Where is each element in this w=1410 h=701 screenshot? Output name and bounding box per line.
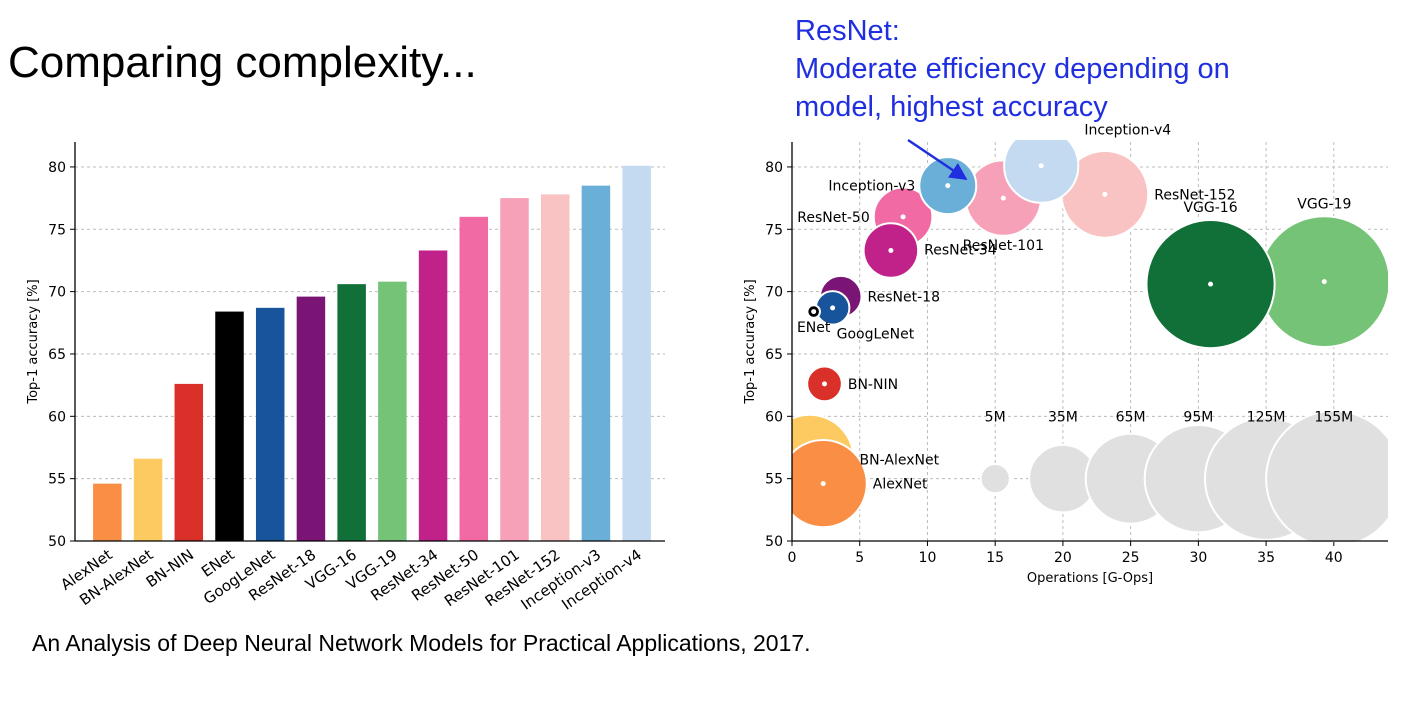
point-label: BN-AlexNet	[860, 453, 940, 469]
annotation-line: ResNet:	[795, 15, 900, 47]
y-tick-label: 75	[765, 222, 783, 238]
x-tick-label: 5	[855, 550, 864, 566]
point-label: VGG-19	[1297, 196, 1351, 212]
point-label: VGG-16	[1183, 200, 1237, 216]
bubble-center	[822, 381, 828, 387]
annotation-line: model, highest accuracy	[795, 91, 1108, 123]
y-tick-label: 55	[765, 472, 783, 488]
bubble-center	[1321, 279, 1327, 285]
bar	[540, 194, 570, 541]
y-tick-label: 65	[48, 347, 66, 363]
bubble-center	[945, 183, 951, 189]
point-label: Inception-v4	[1084, 123, 1171, 139]
bar	[296, 296, 326, 541]
y-tick-label: 50	[48, 534, 66, 550]
y-tick-label: 70	[48, 285, 66, 301]
size-legend-label: 5M	[985, 409, 1006, 425]
annotation-line: Moderate efficiency depending on	[795, 53, 1230, 85]
bubble-center	[1038, 163, 1044, 169]
x-tick-label: 30	[1189, 550, 1207, 566]
x-tick-label: 35	[1257, 550, 1275, 566]
x-tick-label: 10	[919, 550, 937, 566]
bar	[459, 216, 489, 541]
point-label: BN-NIN	[848, 377, 898, 393]
bar	[174, 383, 204, 541]
point-label: ResNet-152	[1154, 187, 1235, 203]
x-tick-label: BN-NIN	[143, 546, 197, 592]
x-tick-label: 25	[1122, 550, 1140, 566]
y-tick-label: 65	[765, 347, 783, 363]
size-legend-bubble	[979, 463, 1011, 495]
size-legend-label: 125M	[1247, 409, 1286, 425]
bubble-center	[900, 214, 906, 220]
size-legend-bubble	[1265, 409, 1388, 542]
x-axis-label: Operations [G-Ops]	[1027, 571, 1153, 586]
point-label: ENet	[797, 320, 831, 336]
bubble-center	[830, 305, 836, 311]
y-tick-label: 55	[48, 472, 66, 488]
x-tick-label: 15	[986, 550, 1004, 566]
bar	[581, 185, 611, 541]
citation: An Analysis of Deep Neural Network Model…	[32, 630, 811, 656]
bubble	[792, 439, 868, 529]
bubble	[1003, 140, 1080, 204]
bar	[418, 250, 448, 541]
bar	[337, 284, 366, 541]
y-tick-label: 60	[48, 409, 66, 425]
bar	[215, 311, 244, 541]
bar	[378, 281, 407, 541]
bar	[500, 198, 529, 541]
y-tick-label: 80	[48, 160, 66, 176]
bubble-center	[820, 481, 826, 487]
point-label: ResNet-101	[963, 238, 1044, 254]
bar	[133, 458, 163, 541]
size-legend-label: 65M	[1116, 409, 1146, 425]
y-tick-label: 50	[765, 534, 783, 550]
bubble-center	[888, 247, 894, 253]
bar	[255, 307, 285, 541]
bar	[622, 165, 651, 542]
size-legend-label: 35M	[1048, 409, 1078, 425]
point-label: ResNet-34	[924, 242, 997, 258]
size-legend-label: 95M	[1183, 409, 1213, 425]
y-axis-label: Top-1 accuracy [%]	[743, 279, 758, 404]
bubble-center	[1000, 195, 1006, 201]
resnet-annotation: ResNet: Moderate efficiency depending on…	[795, 12, 1230, 126]
annotation-arrow	[907, 138, 968, 181]
y-tick-label: 70	[765, 285, 783, 301]
bar	[93, 483, 122, 541]
ops-accuracy-bubble-chart: 0 5 10 15 20 25 30 35 40 50 55 60 65 70 75 80 5M 35M 65M 95…	[743, 123, 1388, 586]
x-tick-label: 20	[1054, 550, 1072, 566]
point-label: AlexNet	[873, 477, 928, 493]
x-tick-label: 40	[1325, 550, 1343, 566]
point-label: Inception-v3	[828, 179, 915, 195]
y-tick-label: 75	[48, 222, 66, 238]
point-label: ResNet-18	[868, 290, 940, 306]
slide-title: Comparing complexity...	[8, 38, 477, 87]
x-tick-label: 0	[788, 550, 797, 566]
y-tick-label: 80	[765, 160, 783, 176]
bubble-center	[811, 309, 817, 315]
bubble-center	[1102, 191, 1108, 197]
bubble-center	[1208, 281, 1214, 287]
y-axis-label: Top-1 accuracy [%]	[26, 279, 41, 404]
point-label: GoogLeNet	[837, 327, 915, 343]
size-legend-label: 155M	[1314, 409, 1353, 425]
y-tick-label: 60	[765, 409, 783, 425]
point-label: ResNet-50	[797, 210, 869, 226]
